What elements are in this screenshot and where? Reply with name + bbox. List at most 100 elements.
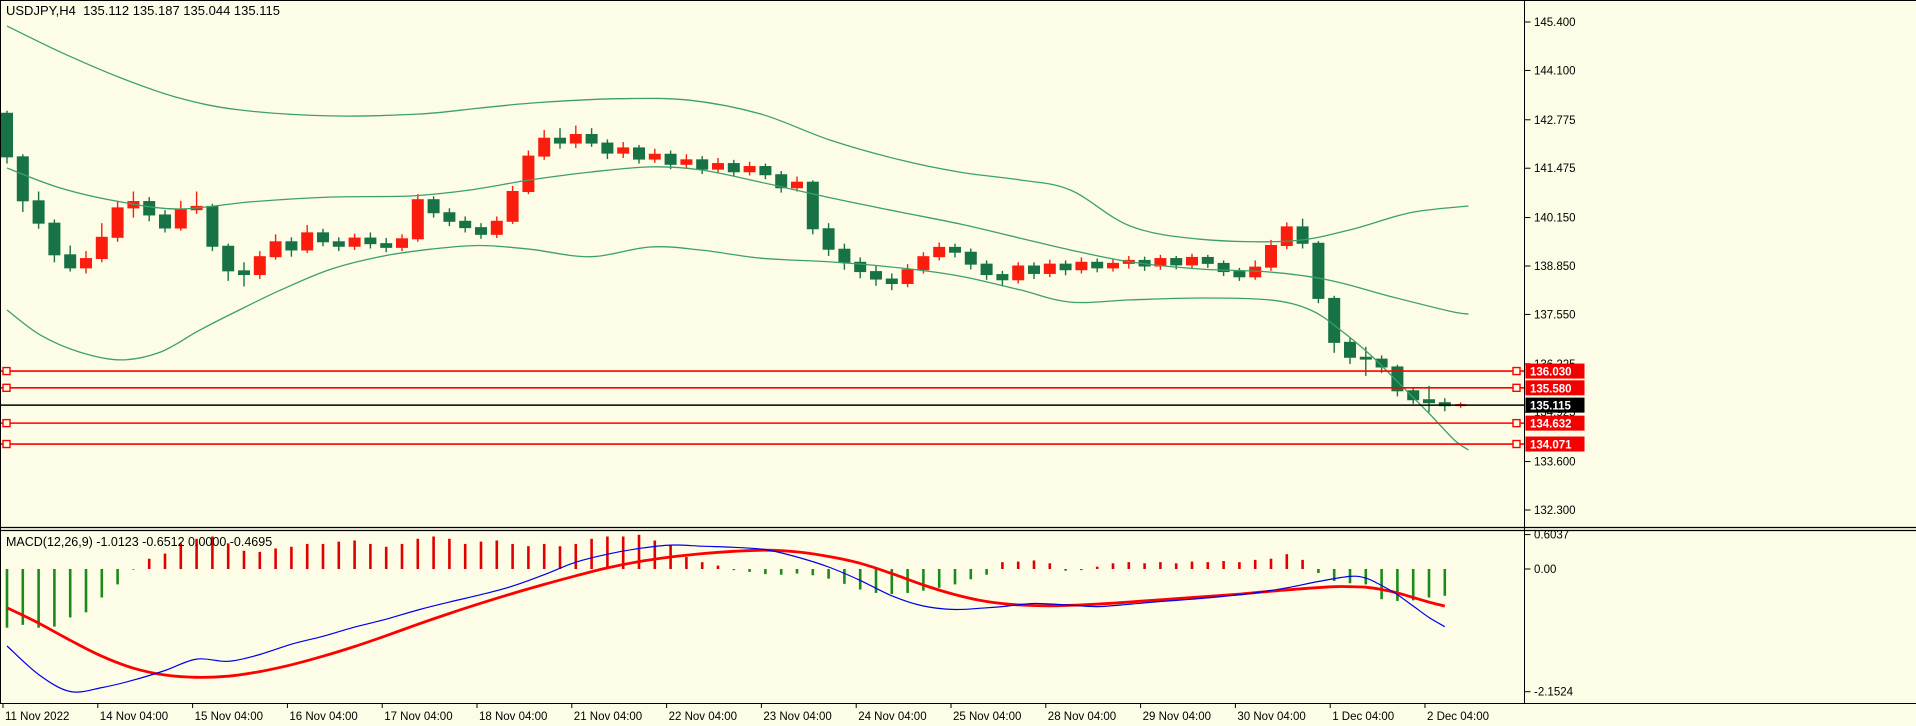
candle-body xyxy=(918,257,929,270)
candle-body xyxy=(1281,227,1292,246)
macd-axis-label: 0.00 xyxy=(1534,564,1556,576)
line-drag-handle[interactable] xyxy=(3,441,10,448)
time-axis-label: 2 Dec 04:00 xyxy=(1427,711,1489,723)
candle-body xyxy=(175,210,186,228)
line-drag-handle[interactable] xyxy=(3,420,10,427)
candle-body xyxy=(1108,263,1119,267)
candle-body xyxy=(1044,264,1055,273)
candle-body xyxy=(412,200,423,239)
candle-body xyxy=(365,238,376,244)
line-drag-handle[interactable] xyxy=(1513,441,1520,448)
price-axis-label: 137.550 xyxy=(1534,309,1576,321)
candle-body xyxy=(318,233,329,242)
candle-body xyxy=(254,257,265,275)
candle-body xyxy=(1060,264,1071,270)
bid-price-tag-text: 135.115 xyxy=(1530,401,1572,413)
line-price-tag-text: 134.632 xyxy=(1530,419,1572,431)
candle-body xyxy=(1202,257,1213,263)
candle-body xyxy=(49,223,60,255)
candle-body xyxy=(507,191,518,221)
candle-body xyxy=(160,215,171,228)
time-axis-label: 15 Nov 04:00 xyxy=(195,711,263,723)
candle-body xyxy=(333,242,344,246)
price-axis-label: 145.400 xyxy=(1534,17,1576,29)
time-axis-label: 21 Nov 04:00 xyxy=(574,711,642,723)
macd-axis-label: -2.1524 xyxy=(1534,687,1574,699)
candle-body xyxy=(1313,243,1324,298)
price-axis-label: 140.150 xyxy=(1534,213,1576,225)
chart-background[interactable] xyxy=(0,0,1916,726)
line-price-tag-text: 134.071 xyxy=(1530,440,1572,452)
candle-body xyxy=(1076,262,1087,269)
candle-body xyxy=(33,201,44,223)
line-drag-handle[interactable] xyxy=(3,384,10,391)
candle-body xyxy=(934,247,945,256)
candle-body xyxy=(381,244,392,248)
price-axis-label: 138.850 xyxy=(1534,261,1576,273)
candle-body xyxy=(713,164,724,170)
candle-body xyxy=(96,237,107,258)
line-price-tag-text: 135.580 xyxy=(1530,383,1572,395)
time-axis-label: 24 Nov 04:00 xyxy=(858,711,926,723)
time-axis-label: 16 Nov 04:00 xyxy=(289,711,357,723)
time-axis-label: 22 Nov 04:00 xyxy=(669,711,737,723)
time-axis-label: 14 Nov 04:00 xyxy=(100,711,168,723)
time-axis-label: 28 Nov 04:00 xyxy=(1048,711,1116,723)
price-axis-label: 141.475 xyxy=(1534,163,1576,175)
candle-body xyxy=(634,148,645,159)
candle-body xyxy=(1234,272,1245,277)
candle-body xyxy=(665,154,676,164)
candle-body xyxy=(1029,266,1040,273)
candle-body xyxy=(1013,266,1024,280)
candle-body xyxy=(823,229,834,249)
chart-canvas[interactable]: 145.400 144.100 142.775 141.475 140.150 138.8… xyxy=(0,0,1916,726)
time-axis-label: 17 Nov 04:00 xyxy=(384,711,452,723)
line-drag-handle[interactable] xyxy=(1513,368,1520,375)
candle-body xyxy=(586,135,597,144)
candle-body xyxy=(81,259,92,268)
candle-body xyxy=(460,221,471,227)
candle-body xyxy=(981,264,992,274)
candle-body xyxy=(286,242,297,250)
time-axis-label: 30 Nov 04:00 xyxy=(1237,711,1305,723)
time-axis-label: 25 Nov 04:00 xyxy=(953,711,1021,723)
candle-body xyxy=(997,275,1008,280)
candle-body xyxy=(1187,257,1198,264)
candle-body xyxy=(602,143,613,153)
candle-body xyxy=(349,238,360,246)
candle-body xyxy=(649,154,660,159)
candle-body xyxy=(1266,246,1277,268)
candle-body xyxy=(902,270,913,284)
candle-body xyxy=(555,138,566,143)
candle-body xyxy=(444,213,455,222)
candle-body xyxy=(1345,342,1356,357)
price-axis-label: 142.775 xyxy=(1534,115,1576,127)
candle-body xyxy=(491,221,502,234)
candle-body xyxy=(839,249,850,262)
macd-indicator-label: MACD(12,26,9) -1.0123 -0.6512 0.0000 -0.… xyxy=(6,535,272,549)
candle-body xyxy=(950,247,961,252)
candle-body xyxy=(523,156,534,191)
candle-body xyxy=(618,148,629,153)
chart-symbol-title: USDJPY,H4 135.112 135.187 135.044 135.11… xyxy=(6,3,280,18)
candle-body xyxy=(965,252,976,264)
candle-body xyxy=(1360,357,1371,359)
candle-body xyxy=(697,160,708,169)
candle-body xyxy=(1092,262,1103,268)
line-drag-handle[interactable] xyxy=(3,368,10,375)
line-drag-handle[interactable] xyxy=(1513,420,1520,427)
price-axis-label: 132.300 xyxy=(1534,505,1576,517)
candle-body xyxy=(65,255,76,268)
price-axis-label: 144.100 xyxy=(1534,65,1576,77)
candle-body xyxy=(1329,298,1340,342)
candle-body xyxy=(239,271,250,275)
candle-body xyxy=(428,200,439,213)
candle-body xyxy=(476,228,487,235)
mt4-chart-window: 145.400 144.100 142.775 141.475 140.150 138.8… xyxy=(0,0,1916,726)
candle-body xyxy=(302,233,313,250)
candle-body xyxy=(886,279,897,283)
candle-body xyxy=(871,272,882,279)
candle-body xyxy=(570,135,581,144)
line-drag-handle[interactable] xyxy=(1513,384,1520,391)
candle-body xyxy=(1250,267,1261,277)
